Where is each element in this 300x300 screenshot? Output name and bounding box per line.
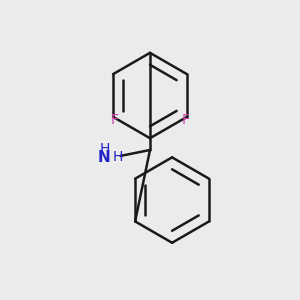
Text: F: F: [182, 113, 190, 127]
Text: H: H: [112, 150, 123, 164]
Text: H: H: [99, 142, 110, 156]
Text: F: F: [110, 113, 118, 127]
Text: N: N: [98, 150, 111, 165]
